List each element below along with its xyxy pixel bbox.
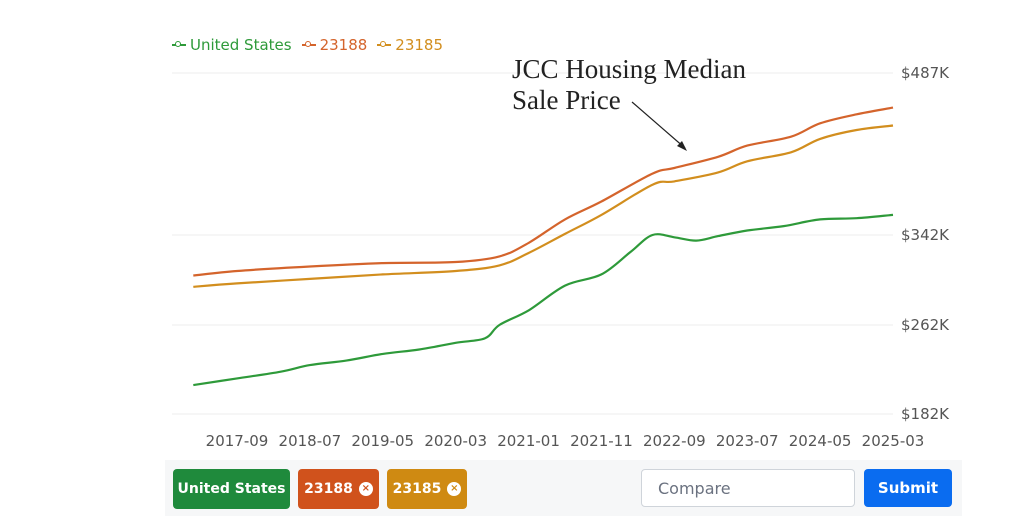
remove-icon[interactable]: ×: [447, 482, 462, 496]
chip-label: 23188: [304, 481, 353, 497]
x-tick-label: 2020-03: [424, 432, 487, 450]
y-tick-label: $487K: [901, 64, 950, 82]
series-line-united-states: [193, 213, 894, 387]
legend-item-united-states[interactable]: United States: [172, 36, 292, 54]
remove-icon[interactable]: ×: [358, 482, 373, 496]
annotation-arrow: [631, 101, 687, 151]
chart-annotation: JCC Housing Median Sale Price: [512, 54, 746, 116]
y-tick-label: $342K: [901, 226, 950, 244]
line-marker-icon: [377, 40, 392, 50]
chip-23188[interactable]: 23188 ×: [298, 469, 379, 509]
x-tick-label: 2021-01: [497, 432, 560, 450]
line-chart: $182K $262K $342K $487K 2017-09 2018-07 2019-…: [172, 64, 950, 450]
chip-united-states[interactable]: United States: [173, 469, 290, 509]
legend-label: 23185: [395, 36, 444, 54]
chip-label: United States: [177, 481, 286, 497]
line-marker-icon: [172, 40, 186, 50]
x-tick-label: 2025-03: [862, 432, 925, 450]
x-axis-ticks: 2017-09 2018-07 2019-05 2020-03 2021-01 2021-…: [206, 432, 925, 450]
line-marker-icon: [301, 40, 316, 50]
x-tick-label: 2019-05: [351, 432, 414, 450]
legend-item-23185[interactable]: 23185: [377, 36, 443, 54]
submit-button[interactable]: Submit: [864, 469, 952, 507]
gridlines: [172, 72, 893, 415]
x-tick-label: 2024-05: [789, 432, 852, 450]
legend-label: 23188: [319, 36, 368, 54]
chip-label: 23185: [392, 481, 442, 497]
y-tick-label: $182K: [901, 405, 950, 423]
x-tick-label: 2017-09: [206, 432, 269, 450]
x-tick-label: 2023-07: [716, 432, 779, 450]
x-tick-label: 2018-07: [279, 432, 342, 450]
y-axis-ticks: $182K $262K $342K $487K: [901, 64, 950, 423]
chip-23185[interactable]: 23185 ×: [387, 469, 467, 509]
chart-legend: United States 23188 23185: [172, 36, 443, 54]
y-tick-label: $262K: [901, 316, 950, 334]
comparison-controls: United States 23188 × 23185 × Submit: [165, 460, 962, 516]
compare-input[interactable]: [641, 469, 855, 507]
series-line-23188: [193, 106, 894, 277]
legend-label: United States: [190, 36, 292, 54]
x-tick-label: 2021-11: [570, 432, 633, 450]
annotation-line-1: JCC Housing Median: [512, 54, 747, 84]
x-tick-label: 2022-09: [643, 432, 706, 450]
legend-item-23188[interactable]: 23188: [301, 36, 368, 54]
annotation-line-2: Sale Price: [512, 85, 621, 115]
series-line-23185: [193, 124, 894, 288]
series-lines: [193, 106, 894, 387]
